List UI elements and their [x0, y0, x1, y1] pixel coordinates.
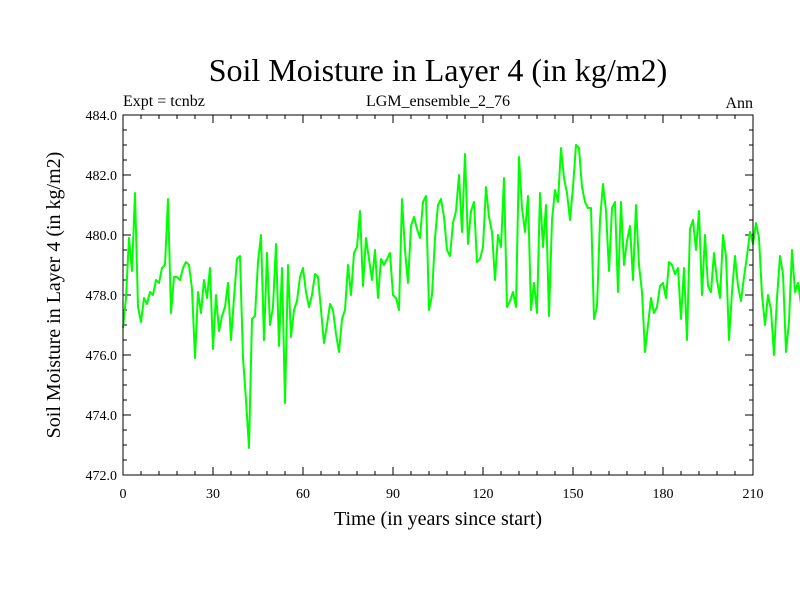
ensemble-label: LGM_ensemble_2_76 [366, 93, 510, 110]
series-line-0 [122, 144, 800, 449]
y-axis-ticks: 472.0 474.0 476.0 478.0 480.0 482.0 484.0 [86, 109, 753, 484]
x-tick-label: 30 [206, 487, 220, 502]
y-tick-label: 480.0 [86, 229, 118, 244]
x-axis-ticks: 0 30 60 90 120 150 180 210 [120, 115, 764, 502]
x-tick-label: 180 [653, 487, 674, 502]
series-layer [122, 144, 800, 449]
x-tick-label: 120 [473, 487, 494, 502]
y-tick-label: 478.0 [86, 289, 118, 304]
x-axis-label: Time (in years since start) [334, 508, 542, 530]
x-tick-label: 0 [120, 487, 127, 502]
plot-frame [122, 114, 754, 476]
x-tick-label: 150 [563, 487, 584, 502]
x-tick-label: 210 [743, 487, 764, 502]
y-tick-label: 482.0 [86, 169, 118, 184]
y-tick-label: 472.0 [86, 469, 118, 484]
y-tick-label: 476.0 [86, 349, 118, 364]
y-tick-label: 474.0 [86, 409, 118, 424]
x-tick-label: 90 [386, 487, 400, 502]
y-axis-label: Soil Moisture in Layer 4 (in kg/m2) [43, 152, 65, 439]
x-tick-label: 60 [296, 487, 310, 502]
period-label: Ann [725, 95, 753, 112]
experiment-label: Expt = tcnbz [123, 93, 205, 110]
chart-title: Soil Moisture in Layer 4 (in kg/m2) [209, 52, 668, 88]
y-tick-label: 484.0 [86, 109, 118, 124]
